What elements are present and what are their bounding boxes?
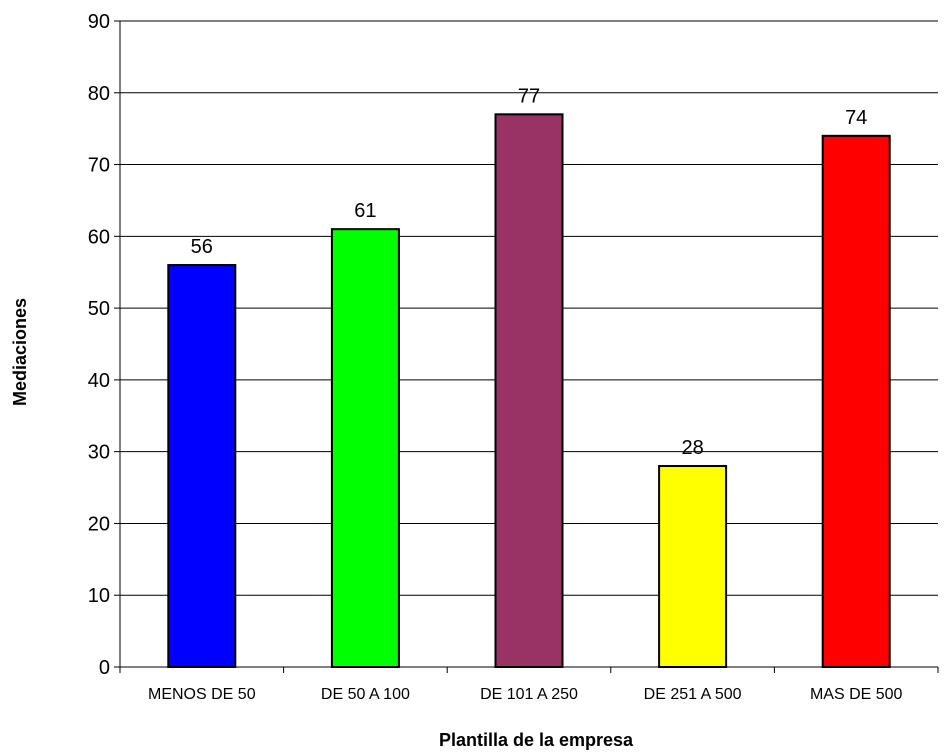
data-label: 61 bbox=[354, 200, 376, 222]
y-tick-label: 60 bbox=[88, 226, 110, 248]
x-tick-label: DE 251 A 500 bbox=[644, 686, 742, 703]
x-tick-label: MENOS DE 50 bbox=[148, 686, 256, 703]
x-tick-labels: MENOS DE 50 DE 50 A 100 DE 101 A 250 DE 251… bbox=[148, 686, 903, 703]
bars bbox=[167, 113, 891, 669]
y-tick-label: 10 bbox=[88, 585, 110, 607]
data-labels: 56 61 77 28 74 bbox=[191, 85, 868, 459]
y-tick-label: 50 bbox=[88, 298, 110, 320]
y-tick-label: 40 bbox=[88, 370, 110, 392]
x-tick-label: DE 50 A 100 bbox=[321, 686, 410, 703]
y-tick-label: 30 bbox=[88, 442, 110, 464]
bar-3 bbox=[658, 465, 728, 668]
bar-1 bbox=[330, 228, 400, 668]
y-tick-label: 0 bbox=[99, 657, 110, 679]
bar-0 bbox=[167, 264, 237, 668]
x-tick-label: MAS DE 500 bbox=[810, 686, 903, 703]
y-tick-labels: 0 10 20 30 40 50 60 70 80 90 bbox=[88, 11, 110, 679]
data-label: 74 bbox=[845, 107, 867, 129]
y-tick-label: 90 bbox=[88, 11, 110, 33]
x-axis-title: Plantilla de la empresa bbox=[439, 730, 634, 750]
bar-2 bbox=[494, 113, 564, 669]
data-label: 28 bbox=[681, 437, 703, 459]
y-tick-label: 70 bbox=[88, 155, 110, 177]
y-axis-title: Mediaciones bbox=[10, 298, 30, 406]
data-label: 77 bbox=[518, 85, 540, 107]
bar-4 bbox=[821, 134, 891, 669]
y-tick-label: 80 bbox=[88, 83, 110, 105]
axes bbox=[119, 21, 938, 668]
data-label: 56 bbox=[191, 236, 213, 258]
y-tick-label: 20 bbox=[88, 513, 110, 535]
x-tick-label: DE 101 A 250 bbox=[480, 686, 578, 703]
